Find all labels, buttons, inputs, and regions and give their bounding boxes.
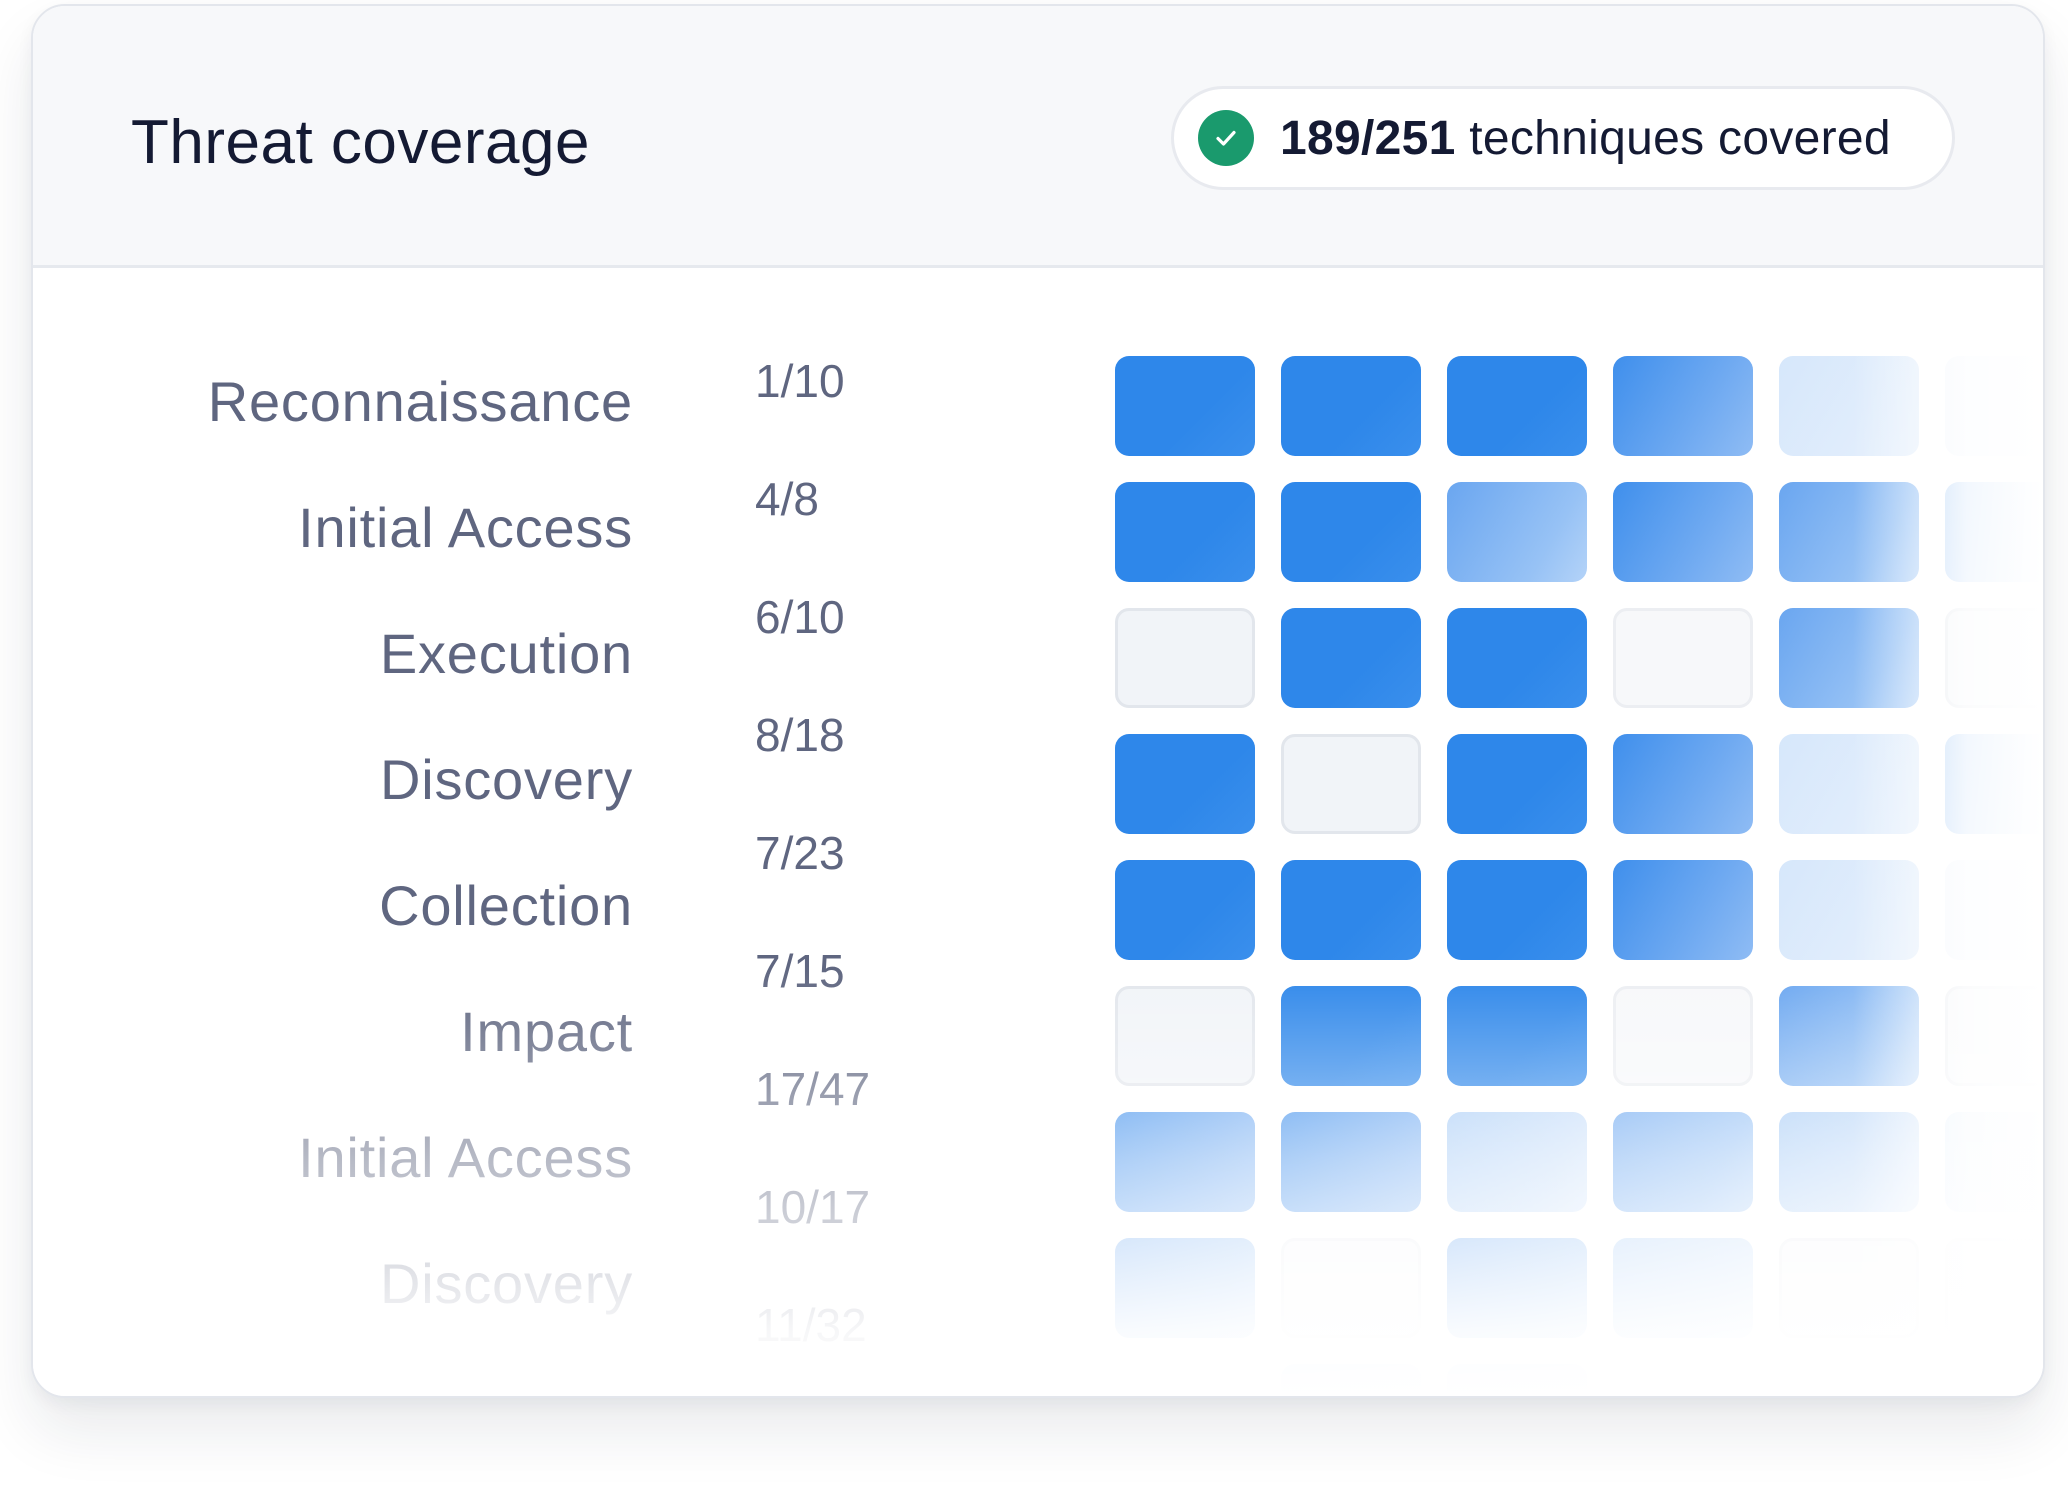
technique-cell[interactable] bbox=[1447, 608, 1587, 708]
technique-cell[interactable] bbox=[1115, 1238, 1255, 1338]
technique-cell[interactable] bbox=[1115, 734, 1255, 834]
technique-cell[interactable] bbox=[1779, 734, 1919, 834]
technique-cell[interactable] bbox=[1945, 482, 2043, 582]
technique-cell[interactable] bbox=[1613, 1238, 1753, 1338]
technique-cell[interactable] bbox=[1115, 356, 1255, 456]
technique-cell[interactable] bbox=[1779, 1238, 1919, 1338]
technique-cell[interactable] bbox=[1779, 608, 1919, 708]
technique-cell[interactable] bbox=[1945, 986, 2043, 1086]
technique-cell[interactable] bbox=[1613, 356, 1753, 456]
technique-cell[interactable] bbox=[1115, 482, 1255, 582]
technique-cell[interactable] bbox=[1945, 356, 2043, 456]
card-title: Threat coverage bbox=[131, 108, 590, 177]
technique-cell[interactable] bbox=[1613, 482, 1753, 582]
technique-cell[interactable] bbox=[1779, 482, 1919, 582]
technique-cell[interactable] bbox=[1447, 356, 1587, 456]
coverage-label: techniques covered bbox=[1469, 111, 1891, 165]
technique-cell[interactable] bbox=[1779, 986, 1919, 1086]
technique-cell[interactable] bbox=[1779, 1112, 1919, 1212]
threat-coverage-card: Threat coverage 189/251 techniques cover… bbox=[31, 4, 2045, 1398]
card-header: Threat coverage 189/251 techniques cover… bbox=[33, 6, 2043, 268]
technique-cell[interactable] bbox=[1281, 1364, 1421, 1396]
technique-cell[interactable] bbox=[1779, 860, 1919, 960]
technique-cell[interactable] bbox=[1613, 734, 1753, 834]
tactic-label: Initial Access bbox=[298, 496, 633, 559]
technique-cell[interactable] bbox=[1613, 1112, 1753, 1212]
technique-cell[interactable] bbox=[1281, 860, 1421, 960]
tactic-count: 6/10 bbox=[755, 591, 845, 643]
tactic-count: 7/23 bbox=[755, 827, 845, 879]
technique-cell[interactable] bbox=[1115, 608, 1255, 708]
technique-cell[interactable] bbox=[1447, 482, 1587, 582]
technique-cell[interactable] bbox=[1945, 860, 2043, 960]
coverage-summary: 189/251 techniques covered bbox=[1280, 111, 1891, 166]
technique-cell[interactable] bbox=[1447, 1238, 1587, 1338]
technique-cell[interactable] bbox=[1779, 356, 1919, 456]
tactic-count: 8/18 bbox=[755, 709, 845, 761]
check-circle-icon bbox=[1198, 110, 1254, 166]
technique-cell[interactable] bbox=[1447, 860, 1587, 960]
technique-cell[interactable] bbox=[1281, 1112, 1421, 1212]
technique-cell[interactable] bbox=[1945, 608, 2043, 708]
technique-cell[interactable] bbox=[1281, 986, 1421, 1086]
coverage-count: 189/251 bbox=[1280, 111, 1456, 165]
tactic-label: Execution bbox=[379, 622, 633, 685]
technique-grid bbox=[33, 271, 2043, 1396]
technique-cell[interactable] bbox=[1281, 356, 1421, 456]
technique-cell[interactable] bbox=[1945, 1112, 2043, 1212]
technique-cell[interactable] bbox=[1115, 986, 1255, 1086]
technique-cell[interactable] bbox=[1281, 482, 1421, 582]
technique-cell[interactable] bbox=[1945, 1238, 2043, 1338]
tactic-label: Discovery bbox=[379, 748, 633, 811]
tactic-label: Reconnaissance bbox=[207, 370, 633, 433]
technique-cell[interactable] bbox=[1115, 860, 1255, 960]
technique-cell[interactable] bbox=[1447, 1364, 1587, 1396]
tactic-label: Collection bbox=[379, 874, 633, 937]
coverage-badge: 189/251 techniques covered bbox=[1171, 86, 1955, 190]
technique-cell[interactable] bbox=[1613, 986, 1753, 1086]
technique-cell[interactable] bbox=[1447, 986, 1587, 1086]
technique-cell[interactable] bbox=[1613, 860, 1753, 960]
tactic-count: 4/8 bbox=[755, 473, 819, 525]
technique-cell[interactable] bbox=[1281, 1238, 1421, 1338]
technique-cell[interactable] bbox=[1281, 608, 1421, 708]
tactic-count: 1/10 bbox=[755, 355, 845, 407]
technique-cell[interactable] bbox=[1945, 734, 2043, 834]
coverage-matrix: Reconnaissance 1/10 Initial Access 4/8 Execu… bbox=[33, 271, 2043, 1396]
technique-cell[interactable] bbox=[1281, 734, 1421, 834]
technique-cell[interactable] bbox=[1115, 1112, 1255, 1212]
technique-cell[interactable] bbox=[1447, 1112, 1587, 1212]
technique-cell[interactable] bbox=[1447, 734, 1587, 834]
technique-cell[interactable] bbox=[1613, 608, 1753, 708]
